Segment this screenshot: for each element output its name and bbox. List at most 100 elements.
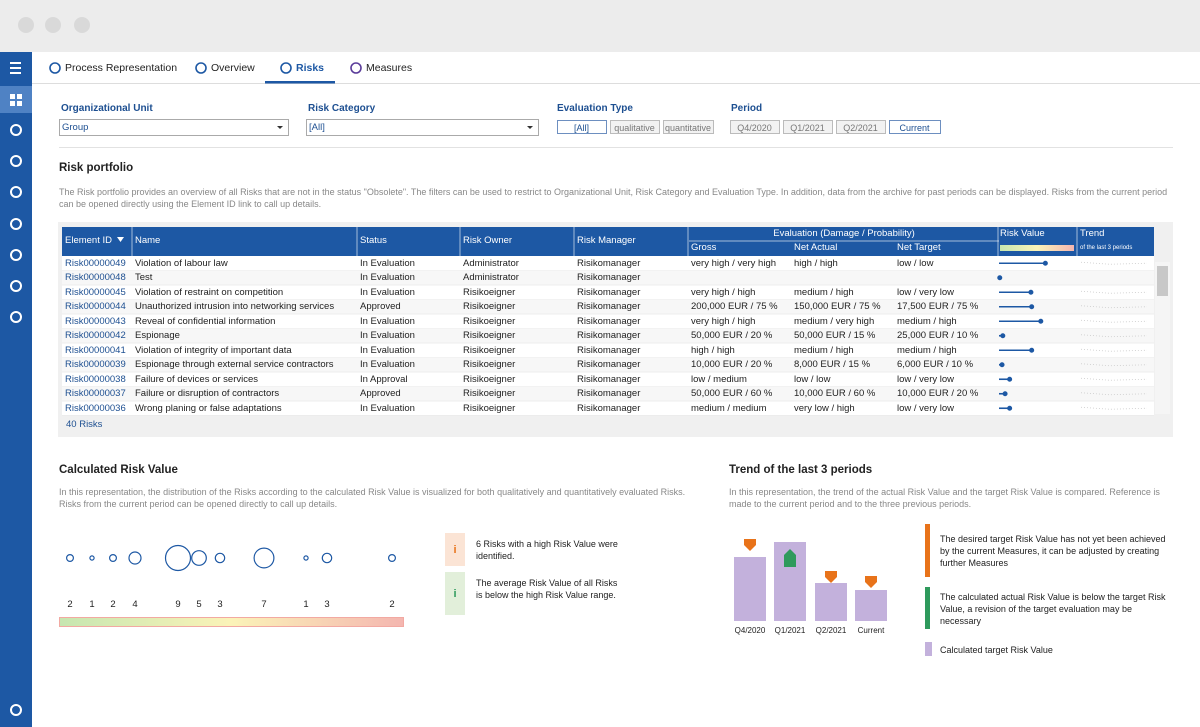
risk-bubble[interactable]: [303, 555, 309, 561]
column-header[interactable]: Risk Manager: [577, 235, 636, 246]
element-id-link[interactable]: Risk00000044: [65, 301, 126, 312]
risk-bubble[interactable]: [128, 551, 142, 565]
element-id-link[interactable]: Risk00000043: [65, 315, 126, 327]
trend-sparkline: [1080, 363, 1148, 367]
cell: Approved: [360, 301, 401, 312]
column-header: of the last 3 periods: [1080, 245, 1133, 251]
tab[interactable]: Risks: [296, 62, 325, 74]
risk-bubble[interactable]: [89, 555, 95, 561]
filter-button[interactable]: [610, 120, 660, 134]
element-id-link[interactable]: Risk00000038: [65, 373, 126, 385]
dropdown[interactable]: [306, 119, 539, 136]
filter-option[interactable]: Q2/2021: [843, 123, 878, 133]
tab-icon: [49, 62, 61, 74]
sidebar-icon[interactable]: [10, 280, 22, 292]
cell: low / medium: [691, 373, 747, 385]
risk-bubble[interactable]: [388, 553, 397, 562]
sidebar-icon[interactable]: [10, 249, 22, 261]
cell: In Evaluation: [360, 402, 415, 414]
menu-icon[interactable]: [10, 67, 21, 69]
filter-button[interactable]: [730, 120, 780, 134]
scrollbar-thumb[interactable]: [1157, 266, 1168, 296]
x-tick-label: Q2/2021: [815, 626, 847, 635]
filter-button[interactable]: [783, 120, 833, 134]
filter-option[interactable]: qualitative: [614, 123, 655, 133]
note-icon: i: [453, 543, 457, 556]
column-header[interactable]: Risk Owner: [463, 235, 513, 246]
risk-value-dot: [1007, 405, 1013, 411]
cell: Espionage: [135, 330, 180, 341]
cell: Risikomanager: [577, 286, 641, 298]
filter-option[interactable]: Current: [899, 123, 930, 133]
target-bar: [815, 583, 847, 621]
sidebar-icon[interactable]: [10, 311, 22, 323]
trend-sparkline: [1080, 290, 1148, 294]
sidebar-icon[interactable]: [10, 124, 22, 136]
dropdown[interactable]: [59, 119, 289, 136]
tab[interactable]: Overview: [211, 62, 255, 74]
tab[interactable]: Measures: [366, 62, 413, 74]
filter-option[interactable]: Q1/2021: [790, 123, 825, 133]
element-id-link[interactable]: Risk00000037: [65, 388, 126, 399]
bubble-count: 2: [389, 599, 395, 610]
row-stripe: [62, 386, 1154, 401]
risk-bubble[interactable]: [191, 550, 207, 566]
element-id-link[interactable]: Risk00000041: [65, 344, 126, 356]
cell: medium / high: [897, 315, 957, 327]
cell: Risikoeigner: [463, 402, 516, 414]
cell: Risikoeigner: [463, 286, 516, 298]
element-id-link[interactable]: Risk00000045: [65, 286, 126, 298]
filter-button[interactable]: [836, 120, 886, 134]
filter-option[interactable]: quantitative: [664, 123, 712, 133]
cell: medium / high: [897, 344, 957, 356]
trend-sparkline: [1080, 305, 1148, 309]
dashboard-icon[interactable]: [10, 101, 15, 106]
cell: In Evaluation: [360, 315, 415, 327]
element-id-link[interactable]: Risk00000042: [65, 330, 126, 341]
element-id-link[interactable]: Risk00000036: [65, 402, 126, 414]
sidebar-icon[interactable]: [10, 186, 22, 198]
filter-button[interactable]: [557, 120, 607, 134]
element-id-link[interactable]: Risk00000048: [65, 272, 126, 283]
window-button: [45, 17, 61, 33]
column-header[interactable]: Name: [135, 235, 161, 246]
risk-bubble[interactable]: [108, 553, 117, 562]
legend-text: The calculated actual Risk Value is belo…: [940, 592, 1166, 626]
dropdown-arrow: [277, 126, 283, 129]
filter-label: Organizational Unit: [61, 103, 153, 114]
row-count[interactable]: 40 Risks: [66, 419, 103, 430]
filter-option[interactable]: Q4/2020: [737, 123, 772, 133]
risk-bubble[interactable]: [214, 552, 226, 564]
sidebar-icon[interactable]: [10, 155, 22, 167]
bubble-count: 4: [132, 599, 138, 610]
risk-bubble[interactable]: [65, 553, 74, 562]
risk-bubble[interactable]: [253, 547, 275, 569]
tab[interactable]: Process Representation: [65, 62, 178, 74]
menu-icon[interactable]: [10, 72, 21, 74]
cell: Risikomanager: [577, 301, 641, 312]
column-header[interactable]: Status: [360, 235, 387, 246]
filter-button[interactable]: [889, 120, 941, 134]
trend-sparkline: [1080, 406, 1148, 410]
cell: In Evaluation: [360, 257, 415, 269]
sidebar-icon[interactable]: [10, 218, 22, 230]
risk-bubble[interactable]: [164, 544, 192, 572]
bubble-count: 1: [89, 599, 95, 610]
filter-button[interactable]: [663, 120, 714, 134]
sidebar-icon[interactable]: [10, 704, 22, 716]
cell: Risikomanager: [577, 257, 641, 269]
dashboard-icon[interactable]: [17, 101, 22, 106]
column-header[interactable]: Element ID: [65, 235, 112, 246]
risk-value-dot: [999, 362, 1005, 368]
dashboard-icon[interactable]: [10, 94, 15, 99]
dashboard-icon[interactable]: [17, 94, 22, 99]
cell: In Evaluation: [360, 286, 415, 298]
cell: Violation of integrity of important data: [135, 344, 292, 356]
element-id-link[interactable]: Risk00000039: [65, 359, 126, 370]
menu-icon[interactable]: [10, 62, 21, 64]
risk-bubble[interactable]: [321, 552, 333, 564]
filter-option[interactable]: [All]: [573, 123, 589, 133]
cell: In Evaluation: [360, 272, 415, 283]
element-id-link[interactable]: Risk00000049: [65, 257, 126, 269]
